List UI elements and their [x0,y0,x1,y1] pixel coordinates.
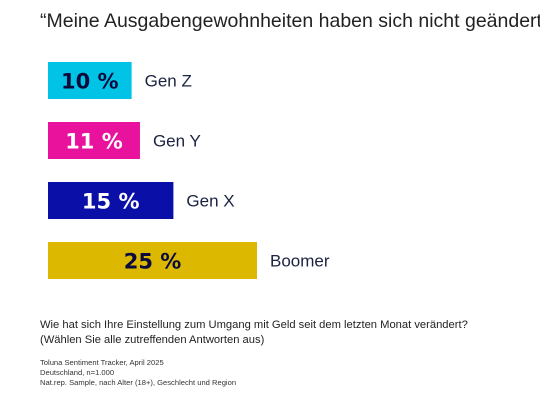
bar-gen-z [48,62,132,99]
source-line-2: Deutschland, n=1.000 [40,368,115,377]
category-label-gen-x: Gen X [186,192,234,211]
chart-title: “Meine Ausgabengewohnheiten haben sich n… [40,10,540,32]
value-label-boomer: 25 % [124,250,182,274]
bar-gen-y [48,122,140,159]
value-label-gen-z: 10 % [61,70,119,94]
category-label-gen-z: Gen Z [145,72,192,91]
value-label-gen-y: 11 % [65,130,123,154]
source-line-3: Nat.rep. Sample, nach Alter (18+), Gesch… [40,378,237,387]
bar-boomer [48,242,257,279]
survey-question: Wie hat sich Ihre Einstellung zum Umgang… [40,319,468,346]
source-line-1: Toluna Sentiment Tracker, April 2025 [40,358,164,367]
category-label-boomer: Boomer [270,252,330,271]
value-label-gen-x: 15 % [82,190,140,214]
bar-gen-x [48,182,174,219]
category-label-gen-y: Gen Y [153,132,201,151]
source-note: Toluna Sentiment Tracker, April 2025 Deu… [40,358,236,388]
